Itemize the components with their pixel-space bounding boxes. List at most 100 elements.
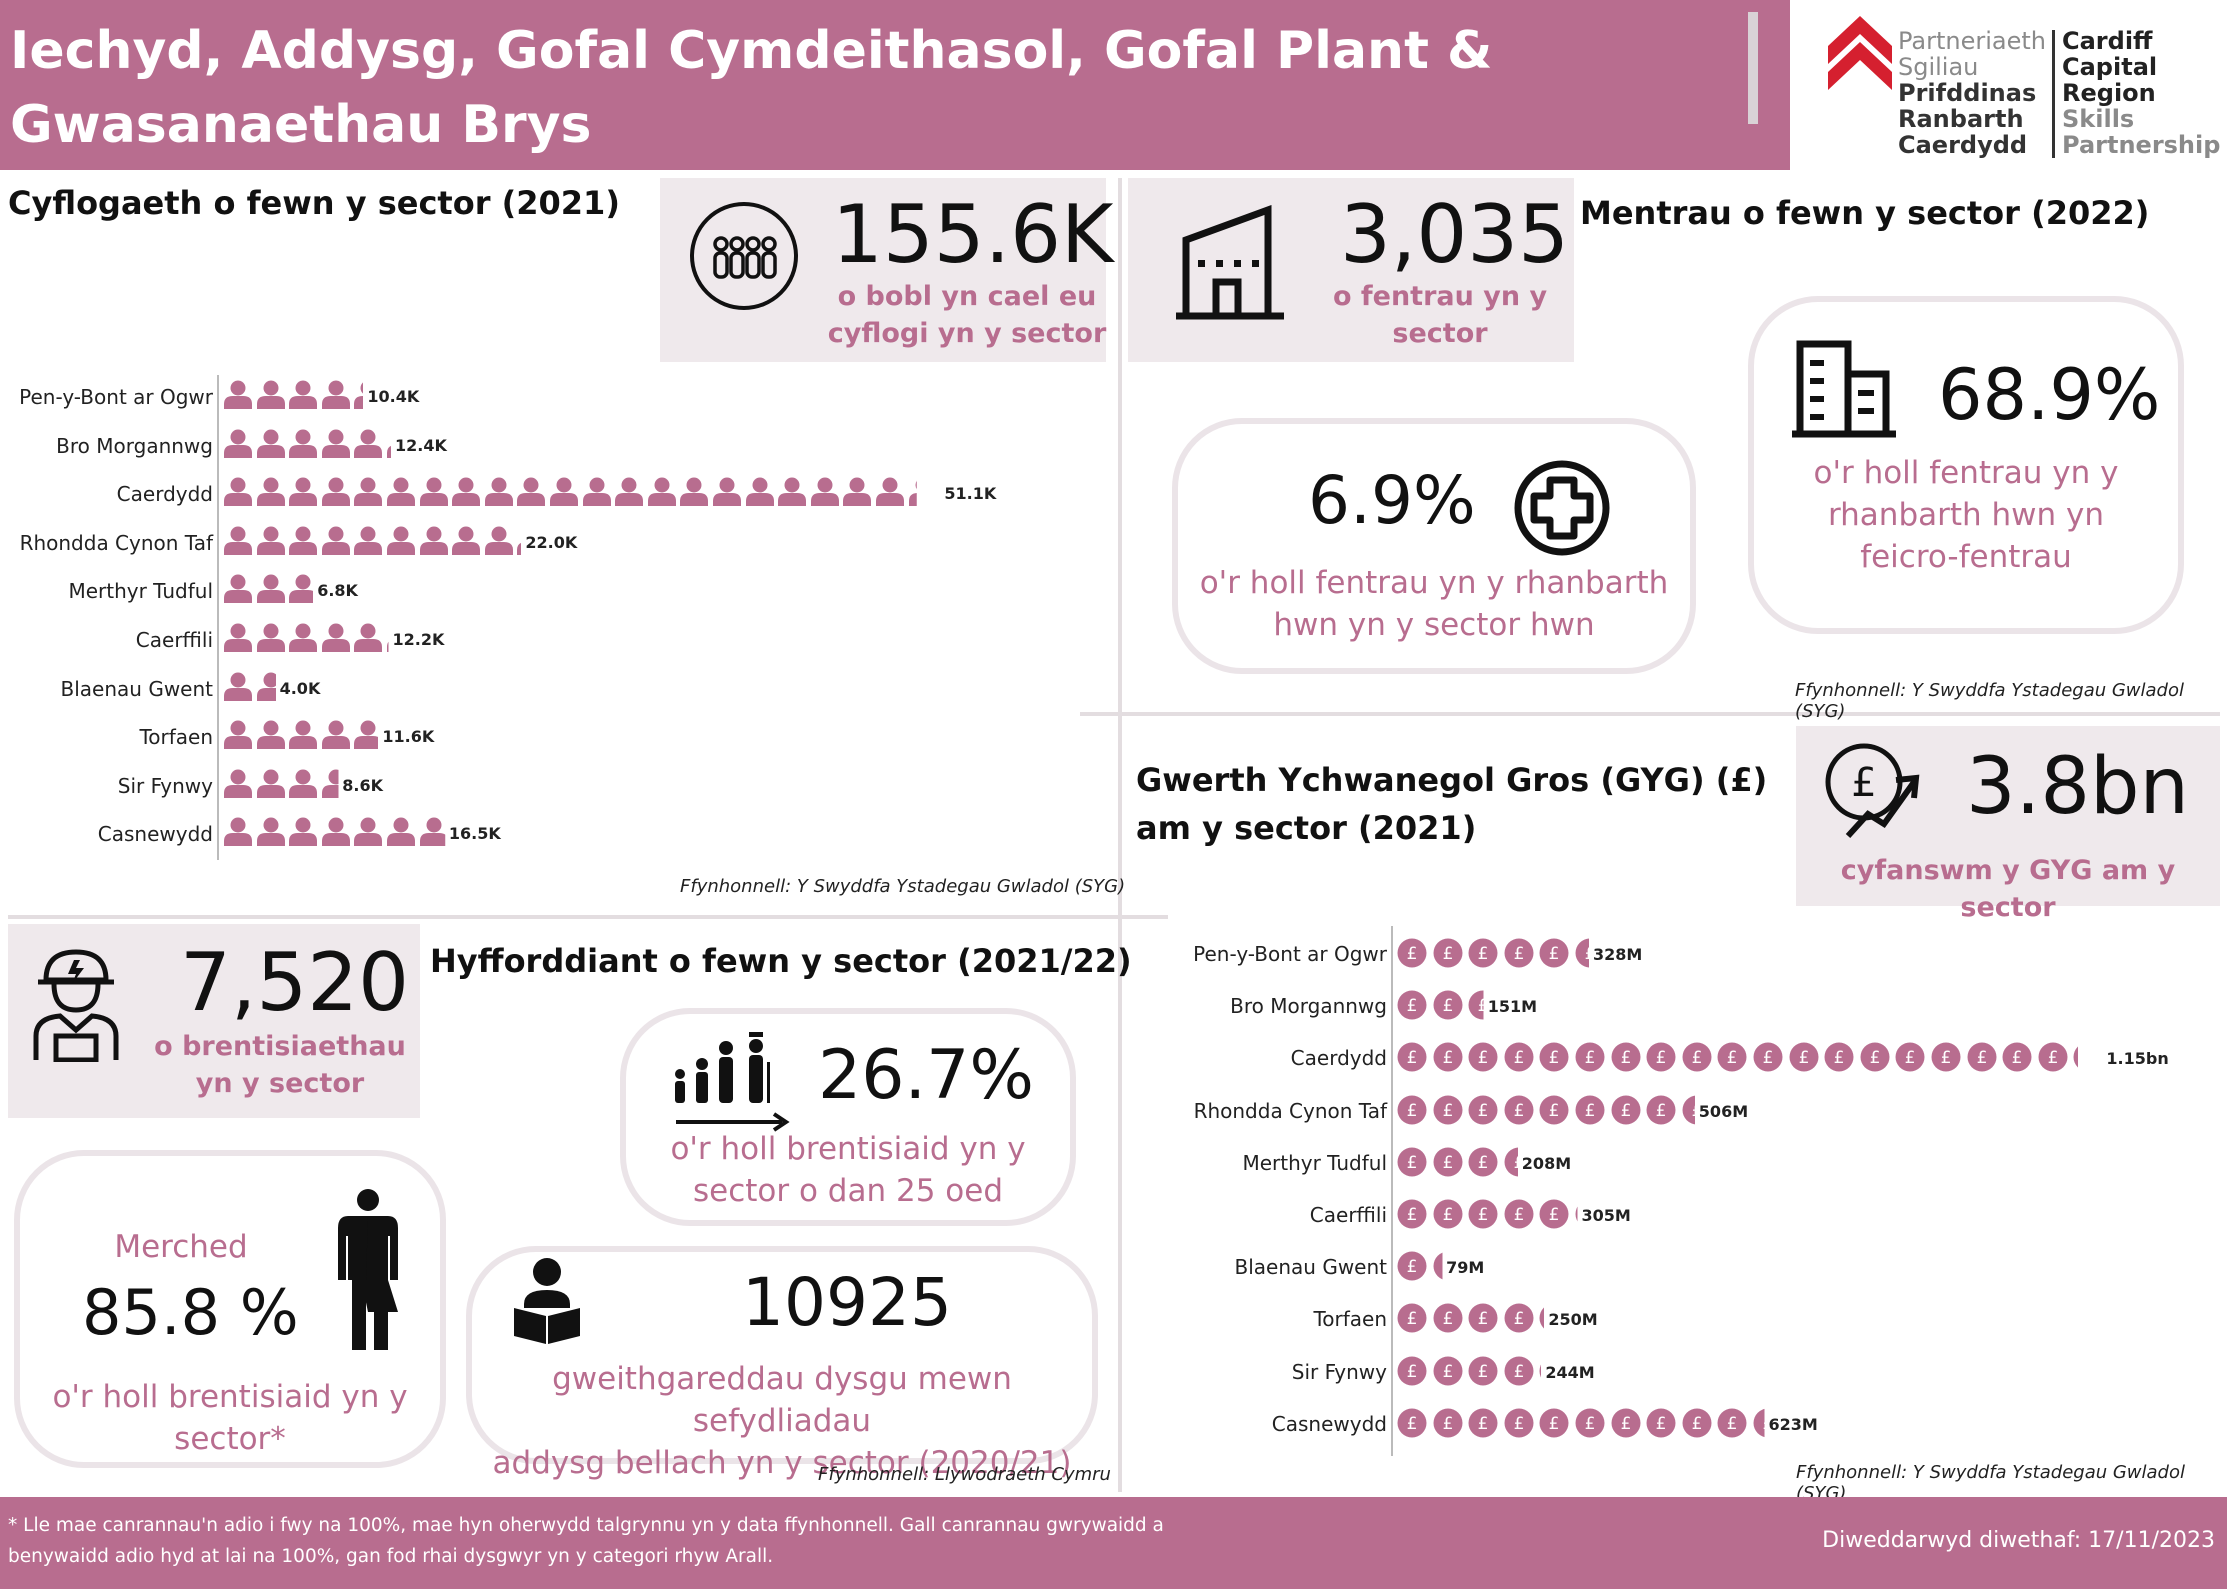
pound-growth-icon: £ [1825, 743, 1920, 839]
chart-axis [217, 375, 219, 860]
category-label: Caerffili [135, 628, 213, 652]
under25-card [620, 1008, 1076, 1226]
person-icon [224, 817, 252, 847]
svg-text:£: £ [1513, 1362, 1524, 1382]
svg-text:£: £ [1727, 1048, 1738, 1068]
person-icon [387, 477, 415, 507]
gva-kpi-value: 3.8bn [1966, 742, 2189, 832]
gender-icon [338, 1189, 398, 1350]
pound-coin-icon: £ [1753, 1408, 1765, 1437]
pound-coin-icon: £ [2073, 1046, 2094, 1068]
pound-coin-icon: £ [2038, 1042, 2068, 1072]
category-label: Blaenau Gwent [60, 676, 213, 701]
svg-text:£: £ [1585, 1101, 1596, 1121]
pound-coin-icon: £ [1397, 1408, 1427, 1438]
svg-text:£: £ [1513, 944, 1524, 964]
pound-coin-icon: £ [1575, 938, 1589, 968]
data-label: 8.6K [342, 775, 384, 795]
pound-coin-icon: £ [1468, 938, 1498, 968]
svg-text:£: £ [1834, 1048, 1845, 1068]
card-text-line: o'r holl fentrau yn y rhanbarth [1199, 565, 1669, 601]
pound-coin-icon: £ [1504, 1095, 1534, 1125]
svg-text:£: £ [1478, 1309, 1489, 1329]
person-icon [289, 526, 318, 555]
pound-coin-icon: £ [1468, 990, 1484, 1020]
pound-coin-icon: £ [1539, 1199, 1569, 1229]
card-text-line: rhanbarth hwn yn [1827, 497, 2105, 533]
person-icon [224, 477, 252, 507]
svg-text:£: £ [1442, 1309, 1453, 1329]
enterprises-card1-text: o'r holl fentrau yn y rhanbarth hwn yn y… [1178, 562, 1690, 646]
svg-text:£: £ [1407, 1309, 1418, 1329]
person-icon [256, 672, 276, 701]
person-icon [419, 526, 448, 555]
data-label: 10.4K [367, 387, 420, 406]
pound-coin-icon: £ [1397, 1356, 1427, 1386]
person-icon [256, 623, 285, 652]
svg-text:£: £ [1656, 1101, 1667, 1121]
horizontal-divider [1080, 712, 2220, 716]
footer-banner [0, 1497, 2227, 1589]
enterprises-sector-card [1172, 418, 1696, 674]
data-label: 22.0K [525, 532, 578, 552]
under25-text: o'r holl brentisiaid yn y sector o dan 2… [626, 1128, 1070, 1212]
person-icon [810, 477, 839, 507]
enterprises-card2-text: o'r holl fentrau yn y rhanbarth hwn yn f… [1754, 452, 2178, 578]
data-label: 12.4K [395, 435, 447, 455]
person-icon [289, 574, 314, 604]
chevron-logo-icon [1828, 16, 1892, 90]
category-label: Torfaen [1313, 1307, 1387, 1332]
svg-text:£: £ [2083, 1048, 2094, 1068]
svg-text:£: £ [1442, 944, 1453, 964]
person-icon [517, 477, 546, 507]
category-label: Pen-y-Bont ar Ogwr [1193, 942, 1387, 966]
data-label: 250M [1548, 1310, 1598, 1330]
gva-kpi-text: cyfanswm y GYG am y sector [1840, 855, 2176, 923]
pound-coin-icon: £ [1504, 938, 1534, 968]
person-icon [713, 477, 741, 507]
person-icon [256, 720, 285, 750]
svg-text:£: £ [1442, 1153, 1453, 1173]
kpi-text-line: sector [1392, 318, 1488, 349]
person-icon [354, 623, 383, 652]
svg-text:£: £ [1407, 1414, 1418, 1434]
employment-source: Ffynhonnell: Y Swyddfa Ystadegau Gwladol… [680, 876, 1126, 897]
category-label: Torfaen [139, 725, 213, 750]
pound-coin-icon: £ [1433, 1303, 1463, 1333]
svg-text:£: £ [1620, 1048, 1631, 1068]
last-updated: Diweddarwyd diwethaf: 17/11/2023 [1822, 1528, 2215, 1553]
person-icon [321, 380, 350, 409]
factory-icon [1176, 204, 1284, 320]
data-label: 6.8K [317, 581, 358, 601]
svg-text:£: £ [1407, 1048, 1418, 1068]
category-label: Merthyr Tudful [68, 579, 213, 604]
logo-english-line: Cardiff [2062, 27, 2153, 55]
person-icon [321, 526, 350, 555]
pound-coin-icon: £ [2002, 1042, 2032, 1072]
logo-english-line: Capital [2062, 53, 2158, 81]
svg-text:£: £ [1585, 1414, 1596, 1434]
pound-coin-icon: £ [1468, 1042, 1498, 1072]
person-icon [321, 720, 350, 750]
person-icon [550, 477, 578, 507]
logo-divider [2052, 30, 2055, 158]
card-text-line: addysg bellach yn y sector (2020/21) [492, 1445, 1072, 1481]
logo-english-line: Region [2062, 79, 2156, 107]
people-group-icon [690, 202, 798, 310]
svg-text:£: £ [1478, 1153, 1489, 1173]
person-icon [256, 769, 285, 798]
pound-coin-icon: £ [1717, 1408, 1747, 1438]
svg-text:£: £ [1407, 1101, 1418, 1121]
category-label: Sir Fynwy [117, 773, 213, 798]
pound-coin-icon: £ [1504, 1199, 1534, 1229]
card-text-line: gweithgareddau dysgu mewn sefydliadau [552, 1361, 1012, 1439]
logo-english-text: Cardiff Capital Region Skills Partnershi… [2062, 28, 2220, 158]
worker-helmet-icon [33, 949, 119, 1062]
training-source: Ffynhonnell: Llywodraeth Cymru [818, 1464, 1111, 1485]
employment-title: Cyflogaeth o fewn y sector (2021) [8, 184, 620, 222]
data-label: 328M [1593, 945, 1643, 964]
person-icon [647, 477, 676, 507]
pound-coin-icon: £ [1433, 1408, 1463, 1438]
svg-text:£: £ [1513, 1153, 1524, 1173]
person-icon [876, 477, 904, 507]
